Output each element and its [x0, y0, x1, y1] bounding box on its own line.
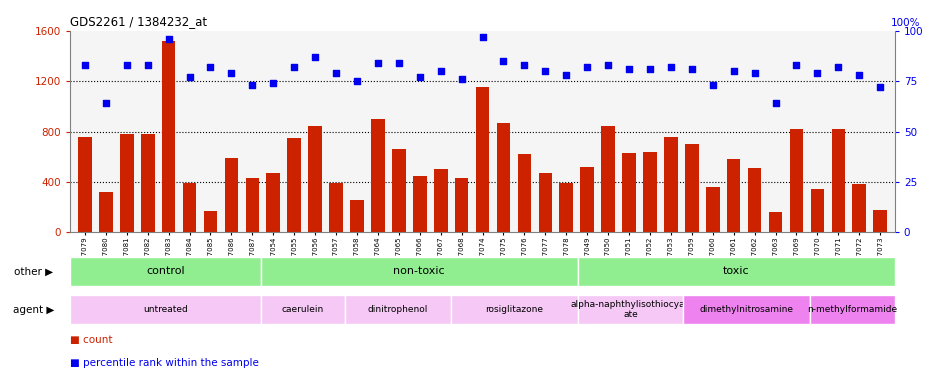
Point — [768, 100, 782, 106]
Point — [642, 66, 657, 72]
Text: GDS2261 / 1384232_at: GDS2261 / 1384232_at — [70, 15, 207, 28]
Bar — [454, 178, 468, 232]
Bar — [559, 183, 573, 232]
Point — [98, 100, 113, 106]
Point — [495, 58, 510, 64]
Point — [537, 68, 552, 74]
Point — [391, 60, 406, 66]
Bar — [872, 210, 886, 232]
Text: untreated: untreated — [143, 305, 187, 314]
Text: rosiglitazone: rosiglitazone — [485, 305, 543, 314]
Bar — [287, 138, 300, 232]
Bar — [852, 184, 865, 232]
Bar — [120, 134, 134, 232]
Bar — [371, 119, 385, 232]
Bar — [391, 149, 405, 232]
Point — [161, 36, 176, 42]
Text: agent ▶: agent ▶ — [13, 305, 54, 315]
Point — [349, 78, 364, 84]
Point — [182, 74, 197, 80]
Bar — [78, 137, 92, 232]
Point — [244, 82, 259, 88]
Bar — [768, 212, 782, 232]
Bar — [579, 167, 593, 232]
Text: non-toxic: non-toxic — [393, 266, 445, 276]
Bar — [664, 137, 677, 232]
Point — [788, 62, 803, 68]
Bar — [99, 192, 112, 232]
Bar — [705, 187, 719, 232]
Bar — [747, 168, 761, 232]
Point — [663, 64, 678, 70]
Bar — [684, 144, 698, 232]
Bar — [329, 183, 343, 232]
Bar — [496, 123, 510, 232]
Bar — [183, 183, 197, 232]
Point — [329, 70, 344, 76]
Text: dimethylnitrosamine: dimethylnitrosamine — [699, 305, 793, 314]
Bar — [538, 173, 551, 232]
Bar — [830, 129, 844, 232]
Text: ■ count: ■ count — [70, 335, 112, 345]
Point — [683, 66, 698, 72]
Point — [454, 76, 469, 82]
Point — [558, 72, 573, 78]
Point — [307, 54, 322, 60]
Text: alpha-naphthylisothiocyan
ate: alpha-naphthylisothiocyan ate — [570, 300, 690, 319]
Point — [830, 64, 845, 70]
Point — [579, 64, 594, 70]
Bar — [245, 178, 259, 232]
Bar — [162, 41, 175, 232]
Bar — [225, 158, 238, 232]
Point — [224, 70, 239, 76]
Point — [725, 68, 740, 74]
Text: caerulein: caerulein — [282, 305, 324, 314]
Point — [119, 62, 134, 68]
Point — [746, 70, 761, 76]
Bar — [726, 159, 739, 232]
Text: other ▶: other ▶ — [14, 266, 53, 276]
Bar — [350, 200, 363, 232]
Text: ■ percentile rank within the sample: ■ percentile rank within the sample — [70, 358, 259, 368]
Point — [600, 62, 615, 68]
Bar — [433, 169, 447, 232]
Text: n-methylformamide: n-methylformamide — [807, 305, 897, 314]
Point — [851, 72, 866, 78]
Bar — [203, 211, 217, 232]
Bar — [266, 173, 280, 232]
Point — [809, 70, 824, 76]
Bar — [517, 154, 531, 232]
Text: 100%: 100% — [889, 18, 919, 28]
Point — [621, 66, 636, 72]
Bar — [789, 129, 802, 232]
Bar — [642, 152, 656, 232]
Text: control: control — [146, 266, 184, 276]
Bar — [475, 88, 489, 232]
Point — [370, 60, 385, 66]
Text: dinitrophenol: dinitrophenol — [368, 305, 428, 314]
Text: toxic: toxic — [723, 266, 749, 276]
Bar — [413, 175, 426, 232]
Point — [705, 82, 720, 88]
Bar — [622, 153, 636, 232]
Point — [78, 62, 93, 68]
Point — [412, 74, 427, 80]
Point — [475, 34, 490, 40]
Point — [286, 64, 301, 70]
Point — [266, 80, 281, 86]
Bar — [140, 134, 154, 232]
Bar — [308, 126, 322, 232]
Point — [432, 68, 447, 74]
Point — [140, 62, 155, 68]
Bar — [601, 126, 614, 232]
Point — [517, 62, 532, 68]
Point — [871, 84, 886, 90]
Bar — [810, 189, 824, 232]
Point — [203, 64, 218, 70]
